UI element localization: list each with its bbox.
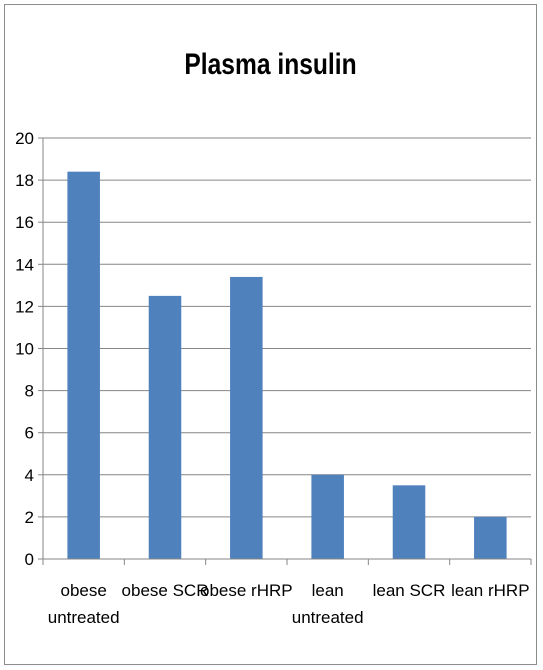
bar bbox=[67, 171, 100, 559]
y-tick-label: 10 bbox=[15, 340, 34, 359]
x-category-label: lean bbox=[312, 581, 344, 600]
bar bbox=[230, 276, 263, 559]
y-tick-label: 12 bbox=[15, 297, 34, 316]
y-axis-labels: 0 2 4 6 8 10 12 14 16 18 20 bbox=[15, 129, 34, 569]
bar bbox=[311, 474, 344, 559]
gridlines bbox=[43, 137, 531, 518]
y-tick-label: 2 bbox=[25, 508, 34, 527]
bars bbox=[67, 171, 507, 559]
bar bbox=[474, 516, 507, 559]
x-category-label: lean SCR bbox=[373, 581, 446, 600]
x-category-label: obese SCR bbox=[122, 581, 209, 600]
chart-title: Plasma insulin bbox=[184, 48, 357, 81]
x-category-label: obese bbox=[61, 581, 107, 600]
y-tick-label: 0 bbox=[25, 550, 34, 569]
y-tick-label: 8 bbox=[25, 382, 34, 401]
bar bbox=[148, 295, 182, 559]
y-tick-label: 20 bbox=[15, 129, 34, 148]
y-tick-label: 4 bbox=[25, 466, 34, 485]
x-category-label: obese rHRP bbox=[200, 581, 293, 600]
x-category-label: lean rHRP bbox=[451, 581, 529, 600]
bar bbox=[392, 485, 426, 559]
y-tick-label: 6 bbox=[25, 424, 34, 443]
y-tick-label: 18 bbox=[15, 171, 34, 190]
axes bbox=[38, 137, 532, 565]
y-tick-label: 16 bbox=[15, 213, 34, 232]
y-tick-label: 14 bbox=[15, 255, 34, 274]
x-category-label: untreated bbox=[292, 608, 364, 627]
x-category-label: untreated bbox=[48, 608, 120, 627]
